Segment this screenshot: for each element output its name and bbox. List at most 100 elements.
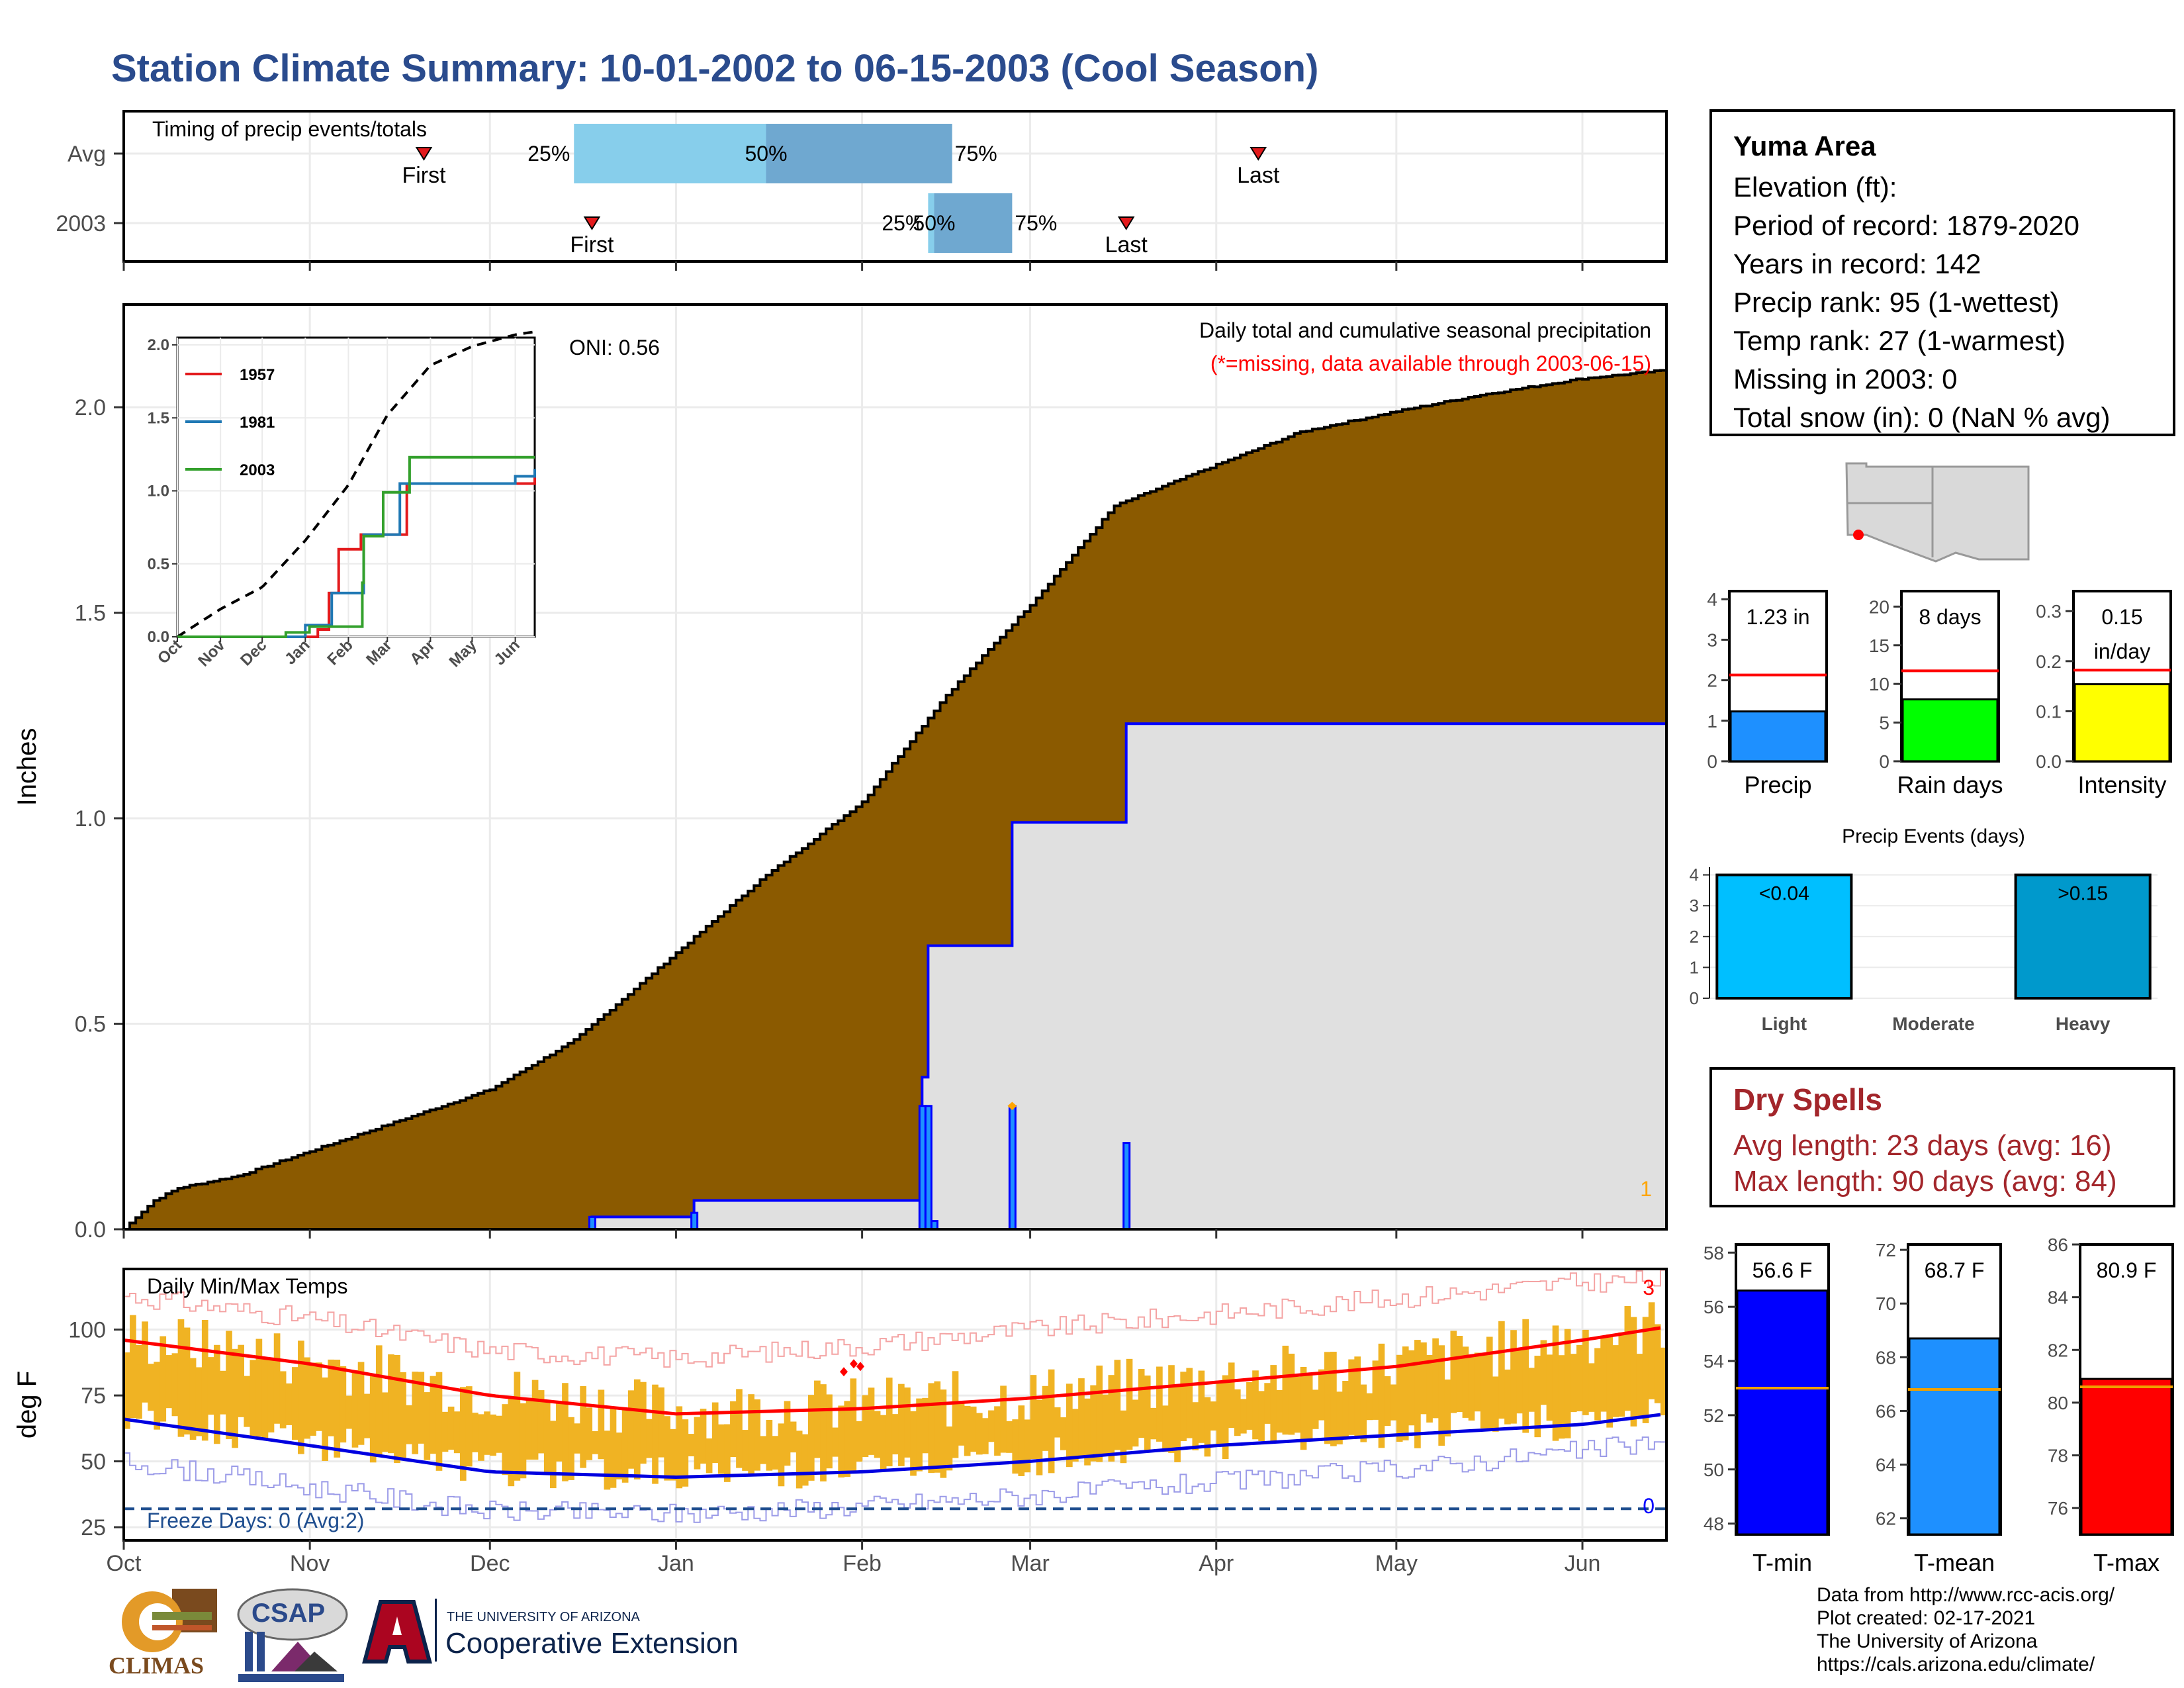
temp-y-tick-label: 75 <box>81 1383 106 1409</box>
daily-temp-bar <box>922 1397 929 1454</box>
station-snow: Total snow (in): 0 (NaN % avg) <box>1733 402 2111 433</box>
station-period: Period of record: 1879-2020 <box>1733 210 2080 241</box>
timing-bar-50-75 <box>766 124 952 183</box>
events-x-label-Heavy: Heavy <box>2056 1013 2111 1034</box>
temp-bar-y-tick-label: 76 <box>2048 1498 2068 1519</box>
events-y-tick-label: 4 <box>1690 865 1699 885</box>
daily-temp-bar <box>441 1411 449 1452</box>
daily-temp-bar <box>730 1401 737 1458</box>
avg-max-line <box>123 1326 1661 1416</box>
daily-temp-bar <box>1144 1375 1151 1451</box>
record-high-marker <box>850 1359 858 1369</box>
daily-temp-bar <box>424 1392 431 1460</box>
station-name: Yuma Area <box>1733 130 1876 162</box>
mini-value-Rain days: 8 days <box>1919 605 1981 629</box>
daily-precip-bar <box>1008 1105 1017 1231</box>
daily-temp-bar <box>304 1357 310 1439</box>
daily-temp-bar <box>1570 1354 1577 1413</box>
temp-bar-y-tick-label: 82 <box>2048 1340 2068 1360</box>
record-high-marker <box>856 1362 864 1372</box>
daily-temp-bar <box>670 1429 677 1481</box>
daily-temp-bar <box>1162 1405 1169 1452</box>
daily-temp-bar <box>766 1419 773 1471</box>
temp-y-tick-label: 25 <box>81 1515 106 1540</box>
daily-temp-bar <box>1426 1354 1433 1423</box>
daily-temp-bar <box>1528 1368 1535 1412</box>
daily-temp-bar <box>1444 1380 1451 1436</box>
daily-temp-bar <box>1042 1385 1049 1451</box>
daily-temp-bar <box>664 1416 670 1481</box>
daily-temp-bar <box>1066 1383 1073 1468</box>
station-years: Years in record: 142 <box>1733 248 1981 279</box>
daily-temp-bar <box>1240 1399 1247 1434</box>
daily-temp-bar <box>1510 1330 1517 1424</box>
daily-temp-bar <box>1336 1391 1343 1445</box>
daily-temp-bar <box>1264 1383 1271 1424</box>
main-caption: Daily total and cumulative seasonal prec… <box>1199 318 1651 342</box>
daily-temp-bar <box>982 1418 989 1454</box>
daily-temp-bar <box>525 1397 533 1460</box>
daily-temp-bar <box>478 1414 484 1461</box>
main-missing-note: (*=missing, data available through 2003-… <box>1210 352 1651 375</box>
daily-temp-bar <box>267 1358 275 1432</box>
daily-temp-bar <box>1138 1369 1145 1438</box>
mini-y-tick-label: 0.3 <box>2036 601 2062 622</box>
daily-temp-bar <box>1198 1370 1205 1443</box>
mini-y-tick-label: 0 <box>1707 751 1717 772</box>
station-temp-rank: Temp rank: 27 (1-warmest) <box>1733 325 2066 356</box>
temp-bar-y-tick-label: 80 <box>2048 1393 2068 1413</box>
daily-temp-bar <box>201 1319 208 1441</box>
mini-value-Precip: 1.23 in <box>1746 605 1809 629</box>
ua-small-text: THE UNIVERSITY OF ARIZONA <box>447 1610 640 1624</box>
daily-temp-bar <box>1294 1376 1301 1433</box>
daily-temp-bar <box>1432 1338 1439 1419</box>
daily-temp-bar <box>1648 1302 1655 1399</box>
mini-x-label-Rain days: Rain days <box>1897 771 2003 798</box>
daily-temp-bar <box>189 1358 197 1440</box>
mini-y-tick-label: 0 <box>1879 751 1889 772</box>
daily-temp-bar <box>1354 1356 1361 1436</box>
daily-temp-bar <box>556 1403 563 1462</box>
csap-logo: CSAP <box>232 1585 351 1685</box>
daily-temp-bar <box>447 1406 455 1450</box>
cumulative-2003-area <box>124 722 1668 1231</box>
inset-panel <box>176 336 536 638</box>
daily-precip-bar <box>588 1215 596 1231</box>
daily-temp-bar <box>1318 1369 1325 1421</box>
daily-temp-bar <box>502 1404 509 1476</box>
mini-y-tick-label: 5 <box>1879 713 1889 733</box>
daily-temp-bar <box>700 1409 707 1464</box>
daily-temp-bar <box>1636 1354 1643 1419</box>
mini-unit-Intensity: in/day <box>2094 639 2150 663</box>
month-label-Nov: Nov <box>290 1551 330 1576</box>
daily-temp-bar <box>1084 1398 1091 1466</box>
daily-temp-bar <box>1516 1348 1523 1414</box>
daily-temp-bar <box>418 1372 425 1444</box>
avg-min-line <box>123 1413 1661 1479</box>
daily-temp-bar <box>916 1398 923 1472</box>
timing-bar-25-50 <box>928 193 934 253</box>
month-label-Jun: Jun <box>1565 1551 1601 1576</box>
daily-temp-bar <box>238 1344 245 1417</box>
temp-bar-y-tick-label: 78 <box>2048 1446 2068 1466</box>
mini-y-tick-label: 2 <box>1707 671 1717 691</box>
temp-panel-title: Daily Min/Max Temps <box>147 1274 347 1298</box>
daily-temp-bar <box>891 1414 899 1455</box>
daily-temp-bar <box>928 1383 935 1474</box>
daily-temp-bar <box>598 1389 605 1460</box>
record-low-count: 0 <box>1643 1494 1655 1518</box>
daily-temp-bar <box>1588 1363 1595 1412</box>
daily-temp-bar <box>220 1370 226 1415</box>
daily-temp-bar <box>886 1378 893 1467</box>
daily-temp-bar <box>1030 1375 1037 1460</box>
daily-temp-bar <box>1288 1353 1295 1435</box>
timing-pct25-label: 25% <box>527 142 570 165</box>
daily-temp-bar <box>994 1406 1001 1456</box>
credit-source: Data from http://www.rcc-acis.org/ <box>1817 1584 2115 1606</box>
daily-temp-bar <box>898 1383 905 1466</box>
daily-temp-bar <box>136 1344 142 1419</box>
dry-spells-panel: Dry Spells Avg length: 23 days (avg: 16)… <box>1709 1067 2175 1207</box>
daily-temp-bar <box>790 1421 797 1453</box>
daily-temp-bar <box>1324 1352 1331 1444</box>
